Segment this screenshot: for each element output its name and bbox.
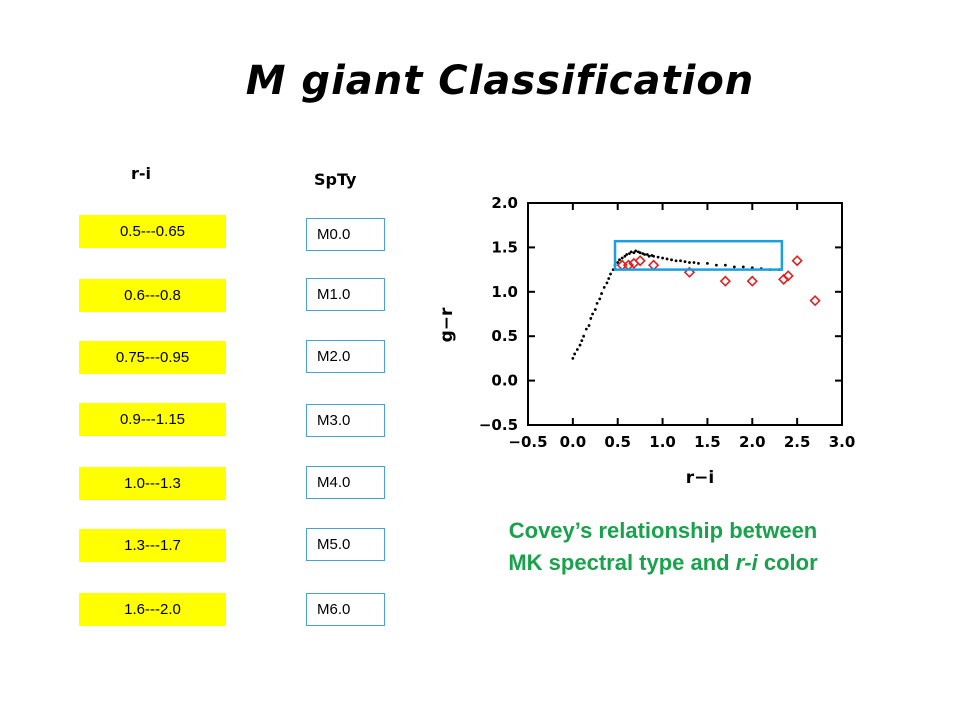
data-point <box>665 257 669 261</box>
y-tick-label: 0.0 <box>491 372 518 390</box>
diamond-point <box>616 259 628 271</box>
data-point <box>605 281 609 285</box>
x-tick-label: 0.0 <box>560 433 587 451</box>
data-point <box>715 263 718 267</box>
ri-range-box: 0.75---0.95 <box>79 341 226 374</box>
figure-caption: Covey’s relationship between MK spectral… <box>448 515 878 579</box>
data-point <box>602 285 606 289</box>
y-axis-label: g−r <box>437 307 457 342</box>
spectral-type-box: M2.0 <box>306 340 385 373</box>
caption-line-2: MK spectral type and r-i color <box>448 547 878 579</box>
data-point <box>632 251 636 255</box>
data-point <box>741 265 745 269</box>
data-point <box>643 253 647 256</box>
data-point <box>629 250 633 254</box>
data-point <box>578 343 582 347</box>
data-point <box>600 292 603 295</box>
x-tick-label: −0.5 <box>508 433 547 451</box>
spectral-type-box: M5.0 <box>306 528 385 561</box>
data-point <box>607 277 611 280</box>
ri-range-box: 1.0---1.3 <box>79 467 226 500</box>
x-tick-label: 2.0 <box>739 433 766 451</box>
x-axis-label: r−i <box>686 468 714 488</box>
data-point <box>618 258 621 262</box>
data-point <box>627 252 631 256</box>
data-point <box>647 254 651 258</box>
y-tick-label: 1.5 <box>491 238 518 256</box>
data-point <box>692 261 696 264</box>
data-point <box>623 254 627 258</box>
caption-line-1: Covey’s relationship between <box>508 518 818 543</box>
data-point <box>593 308 597 311</box>
data-point <box>582 334 586 338</box>
caption-line-2-emphasis: r-i <box>735 550 758 575</box>
data-point <box>670 258 673 262</box>
x-tick-label: 2.5 <box>784 433 811 451</box>
color-color-scatter-plot: −0.5 0.0 0.5 1.0 1.5 2.0 2.5 3.0 −0.5 0.0 0.5 1.0 1.… <box>437 194 856 488</box>
diamond-point <box>746 275 758 287</box>
data-point <box>589 317 593 320</box>
diamond-point <box>791 255 803 267</box>
data-point <box>732 265 736 269</box>
x-tick-label: 3.0 <box>829 433 856 451</box>
ri-range-box: 0.9---1.15 <box>79 403 226 436</box>
diamond-point <box>647 259 660 271</box>
data-point <box>609 272 612 276</box>
spty-column-header: SpTy <box>314 170 357 189</box>
x-tick-label: 0.5 <box>604 433 631 451</box>
x-tick-label: 1.0 <box>649 433 676 451</box>
ri-range-box: 0.6---0.8 <box>79 279 226 312</box>
data-point <box>580 339 584 343</box>
data-point <box>706 261 709 265</box>
x-tick-label: 1.5 <box>694 433 721 451</box>
y-tick-label: −0.5 <box>479 416 518 434</box>
ri-range-box: 1.3---1.7 <box>79 529 226 562</box>
data-point <box>575 348 579 351</box>
spectral-type-box: M3.0 <box>306 404 385 437</box>
diamond-point <box>782 270 794 282</box>
caption-line-2-prefix: MK spectral type and <box>508 550 736 575</box>
data-point <box>634 249 638 253</box>
plot-frame <box>527 202 843 426</box>
data-point <box>571 357 575 360</box>
spectral-type-box: M6.0 <box>306 593 385 626</box>
data-point <box>688 261 691 264</box>
data-point <box>595 301 599 305</box>
data-point <box>616 261 620 264</box>
data-point <box>625 253 629 256</box>
data-point <box>697 261 700 265</box>
page-title: M giant Classification <box>245 58 755 104</box>
data-point <box>674 259 678 263</box>
y-tick-label: 1.0 <box>491 283 518 301</box>
data-point <box>620 256 624 260</box>
data-point <box>656 255 660 259</box>
highlight-box <box>613 239 784 271</box>
diamond-point <box>634 255 646 267</box>
spectral-type-box: M0.0 <box>306 218 385 251</box>
data-point <box>638 251 642 255</box>
data-point <box>584 327 588 331</box>
data-point <box>573 352 577 356</box>
data-point <box>723 263 727 267</box>
ri-range-box: 0.5---0.65 <box>79 215 226 248</box>
data-point <box>679 259 682 263</box>
data-point <box>683 260 687 264</box>
diamond-point <box>719 275 732 287</box>
ri-range-box: 1.6---2.0 <box>79 593 226 626</box>
data-point <box>652 254 655 258</box>
data-point <box>598 297 602 301</box>
y-tick-label: 2.0 <box>491 194 518 212</box>
data-point <box>587 324 591 327</box>
diamond-point <box>809 295 821 307</box>
y-tick-label: 0.5 <box>491 327 518 345</box>
data-point <box>645 253 649 256</box>
data-point <box>661 256 664 260</box>
data-point <box>591 312 594 316</box>
spectral-type-box: M1.0 <box>306 278 385 311</box>
ri-column-header: r-i <box>131 164 152 183</box>
caption-line-2-suffix: color <box>757 550 818 575</box>
spectral-type-box: M4.0 <box>306 466 385 499</box>
